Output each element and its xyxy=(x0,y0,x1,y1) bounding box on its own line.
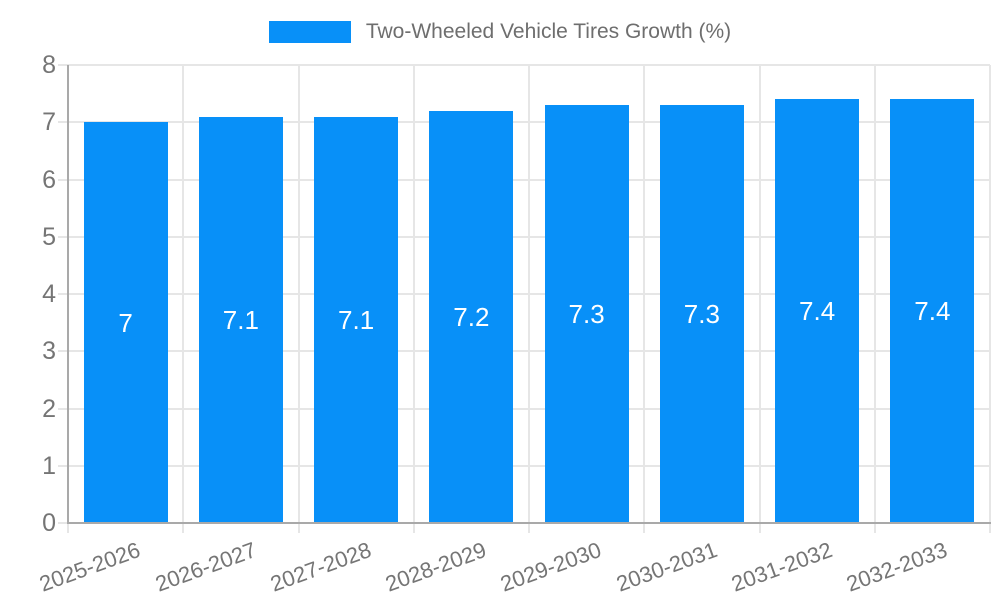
y-tick-label: 4 xyxy=(42,280,56,308)
bar[interactable] xyxy=(544,105,629,522)
bar[interactable] xyxy=(198,116,283,522)
gridline-v xyxy=(873,65,876,523)
x-tick-label: 2028-2029 xyxy=(382,537,490,597)
bar[interactable] xyxy=(429,110,514,522)
x-tick-mark xyxy=(67,523,69,533)
y-axis-line xyxy=(67,65,69,524)
x-tick-mark xyxy=(873,523,876,533)
x-tick-label: 2029-2030 xyxy=(497,537,605,597)
y-tick-label: 3 xyxy=(42,337,56,366)
gridline-v xyxy=(528,65,530,523)
y-tick-label: 5 xyxy=(42,222,56,251)
x-tick-mark xyxy=(412,523,415,533)
gridline-v xyxy=(412,65,415,523)
y-tick-label: 6 xyxy=(42,165,56,194)
gridline-v xyxy=(758,65,761,523)
legend-swatch xyxy=(268,21,351,43)
x-tick-label: 2030-2031 xyxy=(612,537,721,597)
x-tick-label: 2032-2033 xyxy=(843,537,951,597)
x-tick-mark xyxy=(297,523,300,533)
gridline-v xyxy=(643,65,646,523)
x-tick-mark xyxy=(528,523,530,533)
bar[interactable] xyxy=(775,99,860,522)
y-tick-label: 7 xyxy=(42,108,56,137)
gridline-v xyxy=(182,65,185,523)
x-tick-mark xyxy=(989,523,991,533)
bar[interactable] xyxy=(83,122,168,522)
y-tick-label: 1 xyxy=(42,451,56,480)
bar[interactable] xyxy=(890,99,975,522)
chart-legend-item[interactable]: Two-Wheeled Vehicle Tires Growth (%) xyxy=(0,20,1000,44)
y-tick-label: 2 xyxy=(42,394,56,423)
x-tick-mark xyxy=(182,523,185,533)
gridline-v xyxy=(989,65,991,523)
x-tick-label: 2031-2032 xyxy=(727,537,836,597)
y-tick-label: 8 xyxy=(42,51,56,79)
x-tick-mark xyxy=(758,523,761,533)
x-tick-mark xyxy=(643,523,646,533)
gridline-h xyxy=(68,64,990,66)
gridline-v xyxy=(297,65,300,523)
x-tick-label: 2027-2028 xyxy=(266,537,375,597)
x-tick-label: 2025-2026 xyxy=(36,537,144,597)
bar[interactable] xyxy=(659,105,744,522)
y-tick-label: 0 xyxy=(42,509,56,537)
legend-label: Two-Wheeled Vehicle Tires Growth (%) xyxy=(365,20,732,43)
x-tick-label: 2026-2027 xyxy=(151,537,260,597)
bar[interactable] xyxy=(314,116,399,522)
x-axis-line xyxy=(67,522,991,524)
